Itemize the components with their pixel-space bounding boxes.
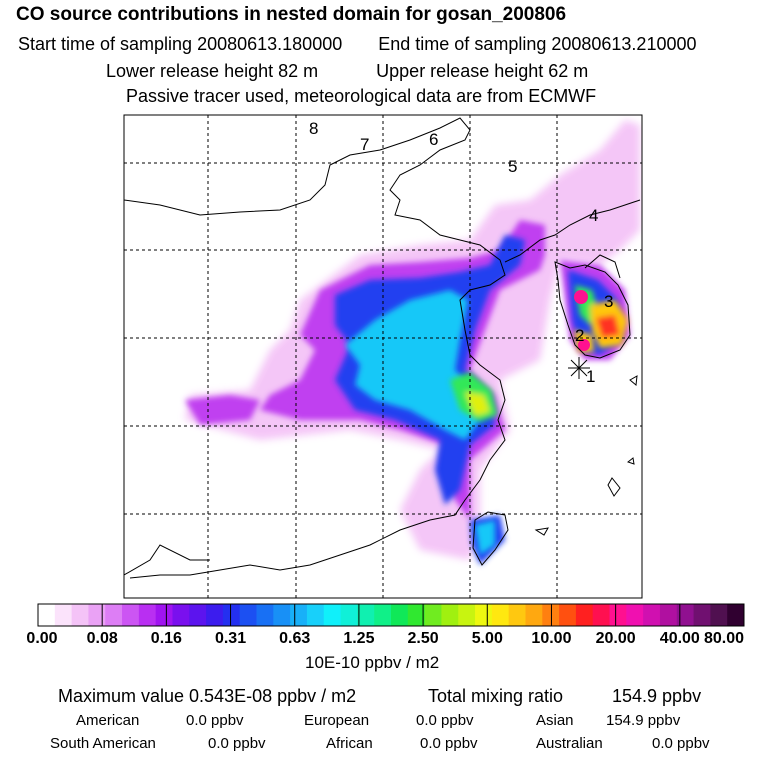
colorbar-swatch (239, 604, 258, 626)
colorbar-swatch (71, 604, 89, 626)
release-heights: Lower release height 82 m Upper release … (106, 61, 588, 82)
asterisk-receptor-icon (568, 357, 590, 379)
trajectory-label: 4 (589, 206, 598, 225)
trajectory-label: 1 (586, 367, 595, 386)
colorbar-swatch (290, 604, 308, 626)
region-name: Asian (536, 712, 574, 729)
colorbar-swatch (357, 604, 375, 626)
colorbar-tick-label: 2.50 (407, 630, 439, 647)
sampling-times: Start time of sampling 20080613.180000 E… (18, 34, 697, 55)
trajectory-label: 3 (604, 292, 613, 311)
colorbar-swatch (542, 604, 560, 626)
region-value: 0.0 ppbv (208, 735, 266, 752)
start-time: Start time of sampling 20080613.180000 (18, 34, 343, 54)
colorbar-swatch (256, 604, 274, 626)
colorbar-tick-label: 80.00 (703, 630, 745, 647)
colorbar-swatch (491, 604, 510, 626)
region-name: European (304, 712, 370, 729)
region-name: African (326, 735, 373, 752)
colorbar-swatch (609, 604, 627, 626)
colorbar-swatch (222, 604, 241, 626)
trajectory-label: 2 (575, 326, 584, 345)
colorbar-swatch (391, 604, 409, 626)
total-mixing-value: 154.9 ppbv (612, 686, 702, 706)
colorbar-swatch (693, 604, 711, 626)
lower-release-height: Lower release height 82 m (106, 61, 319, 81)
map-frame (123, 114, 643, 599)
colorbar-tick-label: 1.25 (343, 630, 375, 647)
trajectory-labels: 1 2 3 4 5 6 7 8 (309, 119, 613, 386)
concentration-field (124, 115, 642, 598)
colorbar-swatch (727, 604, 745, 626)
lat-lon-grid (124, 115, 642, 598)
colorbar-swatch (374, 604, 392, 626)
colorbar-swatch (306, 604, 325, 626)
colorbar-tick-label: 0.31 (214, 630, 247, 647)
colorbar-swatch (592, 604, 611, 626)
colorbar-swatch (206, 604, 224, 626)
tracer-note: Passive tracer used, meteorological data… (126, 86, 597, 106)
colorbar-tick-label: 0.16 (150, 630, 182, 647)
colorbar-swatch (172, 604, 190, 626)
region-value: 0.0 ppbv (416, 712, 474, 729)
colorbar-swatch (424, 604, 442, 626)
colorbar-tick-label: 0.08 (86, 630, 118, 647)
colorbar-swatch (323, 604, 342, 626)
region-value: 0.0 ppbv (652, 735, 710, 752)
plot-title: CO source contributions in nested domain… (16, 4, 567, 25)
colorbar-swatch (189, 604, 207, 626)
colorbar-swatch (38, 604, 56, 626)
max-value: Maximum value 0.543E-08 ppbv / m2 (58, 686, 357, 706)
colorbar-tick-label: 20.00 (595, 630, 636, 647)
colorbar-swatch (441, 604, 459, 626)
colorbar-swatch (659, 604, 678, 626)
trajectory-label: 8 (309, 119, 318, 138)
colorbar-swatch (407, 604, 426, 626)
colorbar-swatch (340, 604, 358, 626)
field-layer-cyan (345, 290, 495, 555)
upper-release-height: Upper release height 62 m (376, 61, 589, 81)
region-name: Australian (536, 735, 603, 752)
colorbar-swatch (458, 604, 476, 626)
region-value: 0.0 ppbv (420, 735, 478, 752)
region-value: 154.9 ppbv (606, 712, 681, 729)
colorbar-swatch (575, 604, 594, 626)
hotspot (574, 290, 588, 304)
region-name: American (76, 712, 140, 729)
colorbar-swatch (508, 604, 526, 626)
colorbar-swatch (155, 604, 173, 626)
colorbar-swatch (626, 604, 644, 626)
colorbar-swatch (273, 604, 291, 626)
colorbar-swatch (88, 604, 106, 626)
colorbar-swatch (54, 604, 73, 626)
trajectory-label: 6 (429, 130, 438, 149)
colorbar-tick-label: 0.00 (26, 630, 58, 647)
colorbar-tick-label: 0.63 (279, 630, 311, 647)
colorbar-tick-label: 5.00 (471, 630, 503, 647)
trajectory-label: 7 (360, 135, 369, 154)
region-name: South American (50, 735, 156, 752)
colorbar-outline (37, 603, 745, 627)
colorbar (37, 603, 745, 627)
colorbar-swatch (710, 604, 728, 626)
colorbar-tick-label: 40.00 (659, 630, 700, 647)
colorbar-swatch (559, 604, 577, 626)
colorbar-swatch (138, 604, 157, 626)
trajectory-label: 5 (508, 157, 517, 176)
colorbar-swatch (122, 604, 140, 626)
colorbar-swatch (105, 604, 123, 626)
colorbar-swatch (525, 604, 543, 626)
hotspot (578, 339, 590, 351)
colorbar-swatch (475, 604, 493, 626)
colorbar-unit: 10E-10 ppbv / m2 (305, 653, 440, 672)
colorbar-swatch (643, 604, 661, 626)
region-value: 0.0 ppbv (186, 712, 244, 729)
colorbar-tick-label: 10.00 (531, 630, 572, 647)
end-time: End time of sampling 20080613.210000 (378, 34, 697, 54)
colorbar-swatch (676, 604, 695, 626)
total-mixing-label: Total mixing ratio (428, 686, 564, 706)
